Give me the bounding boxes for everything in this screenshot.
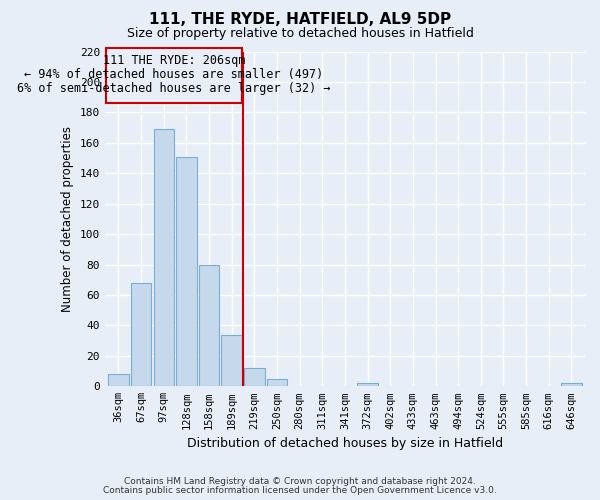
X-axis label: Distribution of detached houses by size in Hatfield: Distribution of detached houses by size … (187, 437, 503, 450)
Bar (267, 378, 287, 386)
Bar (108, 374, 128, 386)
Text: Contains HM Land Registry data © Crown copyright and database right 2024.: Contains HM Land Registry data © Crown c… (124, 477, 476, 486)
Text: Size of property relative to detached houses in Hatfield: Size of property relative to detached ho… (127, 28, 473, 40)
Text: 111, THE RYDE, HATFIELD, AL9 5DP: 111, THE RYDE, HATFIELD, AL9 5DP (149, 12, 451, 28)
Bar (176, 156, 197, 386)
Text: 6% of semi-detached houses are larger (32) →: 6% of semi-detached houses are larger (3… (17, 82, 331, 94)
Text: ← 94% of detached houses are smaller (497): ← 94% of detached houses are smaller (49… (25, 68, 323, 81)
Bar (154, 129, 174, 386)
Bar (221, 334, 242, 386)
Y-axis label: Number of detached properties: Number of detached properties (61, 126, 74, 312)
Bar (561, 384, 581, 386)
Text: Contains public sector information licensed under the Open Government Licence v3: Contains public sector information licen… (103, 486, 497, 495)
Bar (131, 283, 151, 387)
Bar (199, 264, 219, 386)
Bar (244, 368, 265, 386)
Bar (106, 48, 242, 103)
Text: 111 THE RYDE: 206sqm: 111 THE RYDE: 206sqm (103, 54, 245, 67)
Bar (358, 384, 378, 386)
